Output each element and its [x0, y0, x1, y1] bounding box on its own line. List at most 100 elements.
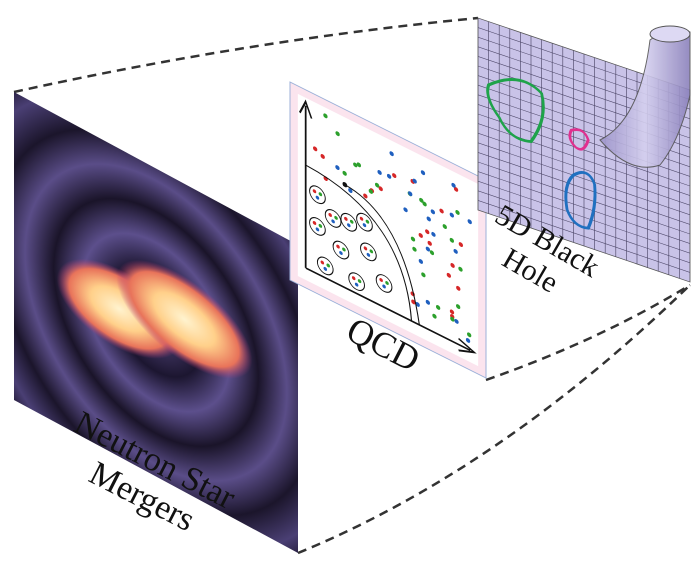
dot-group	[313, 113, 472, 343]
pink-loop	[568, 128, 590, 151]
hadron	[360, 242, 377, 262]
quark-dot	[422, 201, 427, 207]
quark-dot	[430, 209, 436, 215]
quark-dot	[382, 284, 386, 289]
quark-dot	[446, 272, 451, 278]
hadron	[309, 217, 326, 236]
quark-dot	[357, 279, 362, 284]
quark-dot	[429, 250, 435, 256]
grid-line	[478, 180, 690, 254]
quark-dot	[312, 189, 317, 194]
quark-dot	[326, 263, 330, 268]
quark-dot	[379, 278, 383, 283]
qcd-panel	[289, 81, 487, 379]
hadron	[316, 256, 334, 276]
quark-dot	[334, 215, 338, 220]
quark-dot	[385, 280, 389, 285]
quark-dot	[439, 208, 444, 214]
quark-dot	[328, 212, 332, 217]
quark-dot	[454, 318, 459, 324]
quark-dot	[374, 182, 380, 188]
quark-dot	[432, 313, 437, 319]
grid-line	[478, 171, 690, 244]
phase-axes	[298, 99, 477, 354]
quark-dot	[467, 219, 472, 225]
quark-dot	[426, 216, 431, 222]
quark-dot	[465, 337, 471, 343]
quark-dot	[315, 195, 320, 200]
quark-dot	[425, 229, 430, 235]
hadron	[348, 272, 365, 292]
quark-dot	[348, 188, 353, 193]
hadron	[324, 209, 342, 228]
quark-dot	[412, 178, 417, 184]
quark-dot	[363, 246, 368, 251]
phase-boundary	[305, 164, 413, 322]
dashed-line	[485, 283, 691, 382]
quark-dot	[313, 146, 318, 152]
quark-dot	[354, 282, 359, 287]
quark-dot	[315, 227, 320, 232]
quark-dot	[425, 246, 431, 252]
quark-dot	[456, 285, 461, 291]
quark-dot	[362, 223, 367, 228]
quark-dot	[415, 302, 420, 307]
quark-dot	[318, 223, 323, 228]
critical-point	[342, 182, 348, 188]
quark-dot	[356, 162, 362, 168]
hadron	[332, 240, 350, 260]
black-hole-panel	[477, 17, 691, 283]
quark-dot	[320, 154, 325, 159]
quark-dot	[455, 304, 461, 310]
quark-dot	[431, 231, 436, 237]
quark-dot	[412, 246, 417, 252]
quark-dot	[425, 299, 431, 305]
glow-lobe	[116, 259, 253, 379]
quark-dot	[366, 252, 371, 257]
quark-dot	[435, 305, 441, 310]
quark-dot	[378, 186, 383, 192]
quark-dot	[369, 249, 374, 254]
quark-dot	[442, 224, 447, 229]
neutron-star-panel	[14, 92, 299, 553]
throat-rim	[649, 25, 691, 43]
quark-dot	[368, 188, 373, 194]
quark-dot	[449, 309, 455, 315]
quark-dot	[450, 316, 455, 322]
quark-dot	[359, 216, 364, 221]
quark-dot	[331, 219, 335, 224]
quark-dot	[323, 266, 328, 271]
quark-dot	[455, 209, 460, 215]
quark-dot	[320, 260, 325, 265]
quark-dot	[363, 193, 368, 199]
quark-dot	[349, 219, 354, 224]
hadron	[356, 212, 373, 232]
quark-dot	[336, 244, 340, 249]
quark-dot	[392, 173, 397, 178]
quark-dot	[418, 259, 424, 264]
quark-dot	[353, 162, 358, 168]
grid-line	[478, 152, 690, 225]
blue-loop	[564, 171, 597, 230]
quark-dot	[449, 212, 454, 218]
phase-boundary	[344, 184, 420, 326]
green-loop	[486, 78, 545, 144]
quark-dot	[421, 272, 426, 278]
grid-line	[478, 113, 690, 187]
quark-dot	[377, 170, 382, 175]
quark-dot	[449, 237, 455, 243]
quark-dot	[323, 113, 328, 119]
hadron-group	[309, 185, 393, 293]
quark-dot	[351, 276, 356, 281]
quark-dot	[344, 216, 348, 221]
hadron	[375, 274, 393, 293]
hadron	[340, 212, 358, 232]
quark-dot	[420, 170, 426, 176]
quark-dot	[458, 266, 463, 272]
quark-dot	[451, 182, 456, 188]
dashed-line	[13, 16, 479, 94]
quark-dot	[339, 251, 343, 255]
quark-dot	[453, 248, 458, 254]
quark-dot	[386, 173, 392, 179]
